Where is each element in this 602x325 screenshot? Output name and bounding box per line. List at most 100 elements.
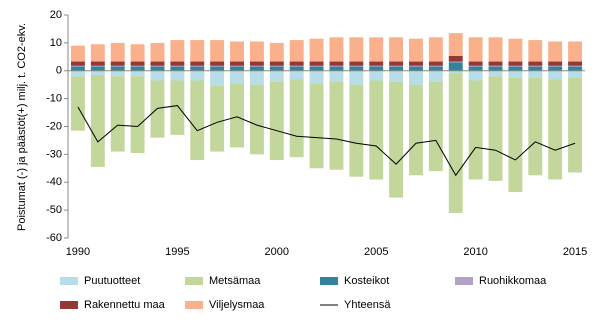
bar-segment (349, 66, 364, 71)
bar-segment (428, 61, 443, 66)
y-tick-label: -50 (46, 204, 62, 216)
bar-segment (230, 61, 244, 66)
bar-segment (170, 66, 185, 71)
bar-segment (428, 65, 443, 67)
bar-segment (409, 84, 423, 176)
bar-segment (548, 65, 563, 67)
bar-segment (448, 70, 463, 74)
bar-segment (269, 42, 284, 62)
bar-segment (468, 37, 483, 62)
bar-segment (528, 40, 543, 62)
bar-segment (428, 81, 443, 172)
bar-segment (428, 70, 443, 82)
bar-segment (249, 41, 264, 62)
bar-segment (70, 76, 85, 131)
bar-segment (90, 74, 105, 167)
legend-label: Rakennettu maa (84, 299, 166, 311)
bar-segment (488, 61, 503, 66)
bar-segment (170, 61, 185, 66)
bar-segment (508, 66, 523, 71)
bar-segment (528, 65, 543, 67)
x-tick-label: 2010 (463, 246, 487, 258)
bar-segment (70, 61, 85, 66)
legend-swatch (60, 277, 78, 285)
y-tick-label: -10 (46, 93, 62, 105)
bar-segment (548, 66, 563, 71)
bar-segment (309, 66, 324, 71)
bar-segment (110, 61, 125, 66)
bar-segment (289, 65, 304, 67)
bar-segment (488, 37, 503, 62)
bar-segment (249, 61, 264, 66)
x-tick-label: 2015 (563, 246, 587, 258)
bar-segment (110, 70, 125, 77)
bar-segment (389, 61, 404, 66)
legend-label: Yhteensä (344, 299, 391, 311)
bar-segment (90, 61, 105, 66)
bar-segment (190, 65, 205, 67)
bar-segment (329, 61, 344, 66)
bar-segment (528, 66, 543, 71)
bar-segment (249, 70, 264, 85)
legend-label: Metsämaa (209, 275, 261, 287)
bar-segment (309, 38, 324, 62)
bar-segment (289, 79, 304, 158)
bar-segment (210, 70, 225, 87)
bar-segment (289, 40, 304, 62)
bar-segment (170, 70, 185, 81)
bar-segment (130, 76, 145, 153)
bar-segment (170, 40, 185, 62)
bar-segment (249, 65, 264, 67)
bar-segment (508, 38, 523, 62)
bar-segment (230, 41, 244, 62)
y-tick-label: -20 (46, 120, 62, 132)
bar-segment (150, 66, 165, 71)
bar-segment (349, 84, 364, 177)
x-tick-label: 2005 (364, 246, 388, 258)
bar-segment (369, 80, 384, 180)
y-tick-label: -40 (46, 176, 62, 188)
bar-segment (150, 42, 165, 62)
bar-segment (329, 65, 344, 67)
bar-segment (190, 66, 205, 71)
bar-segment (150, 70, 165, 81)
legend-label: Ruohikkomaa (479, 275, 547, 287)
bar-segment (369, 65, 384, 67)
bar-segment (269, 61, 284, 66)
bar-segment (488, 76, 503, 181)
bar-segment (150, 65, 165, 67)
bar-segment (309, 83, 324, 169)
bar-segment (90, 44, 105, 62)
bar-segment (170, 80, 185, 135)
bar-segment (468, 70, 483, 81)
bar-segment (170, 65, 185, 67)
bar-segment (468, 80, 483, 180)
bar-segment (448, 73, 463, 213)
bar-segment (110, 76, 125, 152)
legend-swatch (185, 301, 203, 309)
legend-swatch (185, 277, 203, 285)
legend-swatch (455, 277, 473, 285)
bar-segment (70, 45, 85, 62)
y-tick-label: -30 (46, 148, 62, 160)
bar-segment (289, 70, 304, 80)
bar-segment (150, 61, 165, 66)
bar-segment (249, 84, 264, 155)
bar-segment (190, 61, 205, 66)
bar-segment (508, 77, 523, 193)
bar-segment (448, 61, 463, 63)
bar-segment (468, 66, 483, 71)
bar-segment (110, 66, 125, 71)
bar-segment (190, 80, 205, 160)
bar-segment (508, 70, 523, 78)
bar-segment (110, 42, 125, 62)
line (77, 105, 576, 177)
bar-segment (568, 70, 583, 78)
bar-segment (528, 77, 543, 176)
bar-segment (130, 61, 145, 66)
bar-segment (230, 65, 244, 67)
bar-segment (190, 70, 205, 81)
bar-segment (568, 66, 583, 71)
